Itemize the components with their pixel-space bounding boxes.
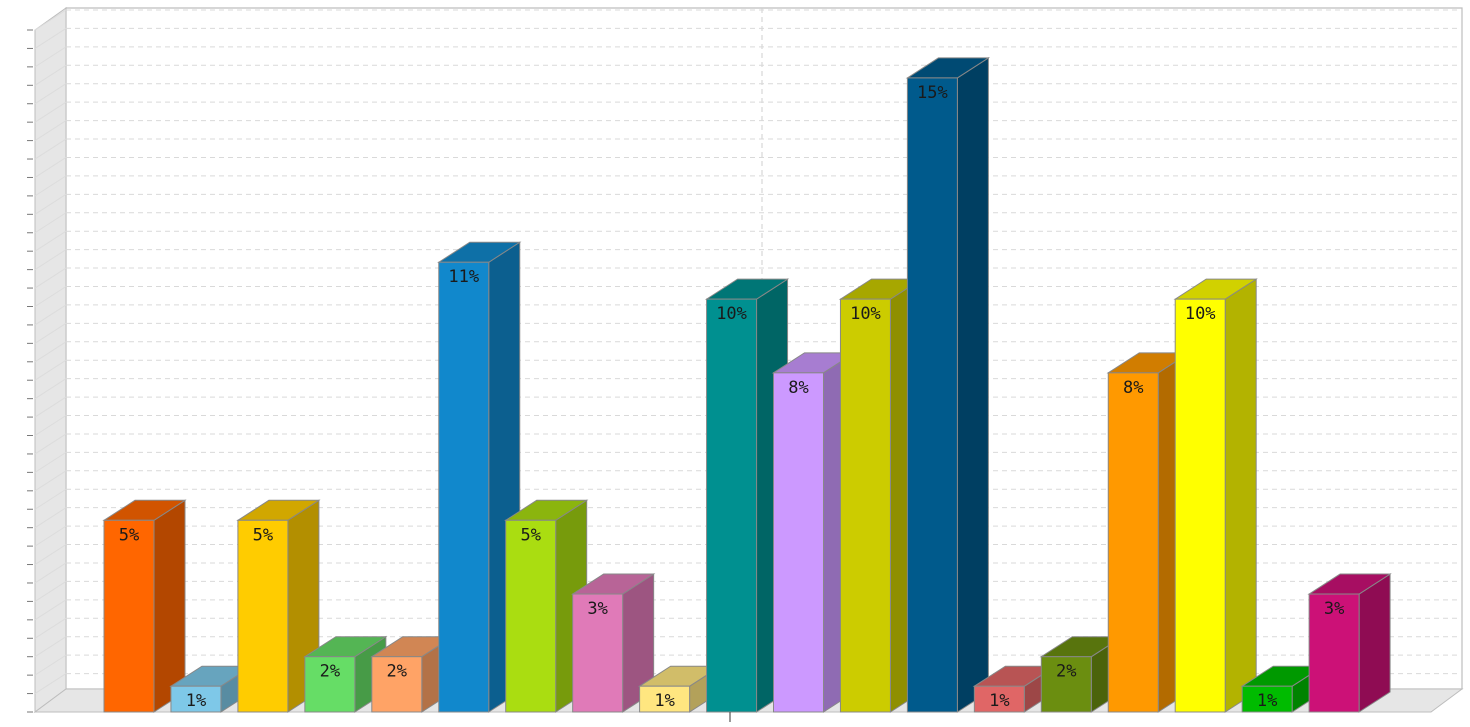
- data-label: 5%: [253, 525, 273, 545]
- bar: [303, 635, 388, 713]
- data-label: 10%: [850, 304, 881, 324]
- data-label: 3%: [587, 599, 607, 619]
- bar-front: [773, 372, 824, 713]
- data-label: 5%: [520, 525, 540, 545]
- side-gridline: [34, 138, 67, 160]
- side-gridline: [34, 157, 67, 178]
- side-gridline: [34, 654, 67, 676]
- bar-front: [706, 298, 758, 713]
- side-gridline: [34, 562, 67, 584]
- bar-front: [572, 593, 624, 713]
- data-label: 1%: [654, 691, 674, 711]
- bar-front: [1174, 298, 1226, 713]
- bar-front: [1107, 372, 1159, 713]
- bar-front: [1040, 656, 1092, 713]
- side-gridline: [34, 341, 67, 363]
- data-label: 10%: [716, 304, 747, 324]
- side-gridline: [34, 673, 67, 694]
- bar-front: [170, 685, 222, 713]
- bar: [1173, 278, 1258, 713]
- bar-front: [639, 685, 691, 713]
- data-label: 10%: [1185, 304, 1216, 324]
- bar: [637, 665, 723, 713]
- side-gridline: [34, 470, 67, 492]
- bar-front: [906, 77, 958, 713]
- side-gridline: [34, 415, 67, 436]
- side-gridline: [34, 636, 67, 658]
- side-gridline: [34, 322, 67, 344]
- side-gridline: [34, 617, 67, 639]
- data-label: 3%: [1324, 599, 1344, 619]
- side-gridline: [34, 101, 67, 123]
- bar: [102, 499, 187, 713]
- data-label: 8%: [788, 378, 808, 398]
- side-gridline: [34, 9, 67, 31]
- bar-side: [1224, 278, 1257, 713]
- bar-side: [1358, 573, 1391, 713]
- side-gridline: [34, 267, 67, 289]
- bar-front: [371, 656, 423, 713]
- data-label: 15%: [917, 83, 948, 103]
- side-gridline: [34, 28, 67, 49]
- side-gridline: [34, 451, 67, 473]
- side-gridline: [34, 580, 67, 602]
- data-label: 1%: [989, 691, 1009, 711]
- side-gridline: [34, 83, 67, 105]
- data-label: 2%: [320, 662, 340, 682]
- side-gridline: [34, 396, 67, 418]
- data-label: 8%: [1123, 378, 1143, 398]
- side-gridline: [34, 249, 67, 271]
- side-gridline: [34, 304, 67, 326]
- side-gridline: [34, 525, 67, 547]
- data-label: 5%: [119, 525, 139, 545]
- data-label: 11%: [448, 267, 479, 287]
- side-gridline: [34, 378, 67, 400]
- bars: [102, 57, 1392, 713]
- bar: [570, 573, 656, 713]
- bar-front: [1241, 685, 1293, 713]
- bar-front: [237, 519, 289, 713]
- bar: [437, 241, 522, 713]
- side-gridline: [34, 433, 67, 455]
- data-label: 1%: [186, 691, 206, 711]
- bar-front: [103, 519, 155, 713]
- side-gridline: [34, 359, 67, 381]
- side-gridline: [34, 488, 67, 510]
- bar: [905, 57, 991, 713]
- data-label: 2%: [1056, 662, 1076, 682]
- bar: [236, 499, 321, 713]
- side-gridline: [34, 212, 67, 234]
- side-gridline: [34, 599, 67, 621]
- side-gridline: [34, 175, 67, 197]
- data-label: 1%: [1257, 691, 1277, 711]
- side-gridline: [34, 507, 67, 529]
- side-gridline: [34, 64, 67, 86]
- side-gridline: [34, 120, 67, 142]
- bar: [1307, 573, 1392, 713]
- bar-front: [973, 685, 1025, 713]
- y-axis-ticks: [27, 29, 33, 713]
- data-labels: 5% 1% 5% 2% 2% 11% 5% 3% 1% 10% 8% 10% 15% 1% 2% 8% 10% 1…: [119, 83, 1345, 711]
- side-gridline: [34, 193, 67, 215]
- side-gridline: [34, 286, 67, 307]
- side-gridline: [34, 230, 67, 252]
- bar-front: [304, 656, 356, 713]
- bar-front: [505, 519, 557, 713]
- side-gridline: [34, 544, 67, 565]
- side-gridline: [34, 46, 67, 68]
- side-wall: [34, 7, 67, 713]
- bar-front: [438, 261, 490, 713]
- bar-side: [956, 57, 989, 713]
- bar-front: [1308, 593, 1360, 713]
- data-label: 2%: [387, 662, 407, 682]
- bar-front: [839, 298, 891, 713]
